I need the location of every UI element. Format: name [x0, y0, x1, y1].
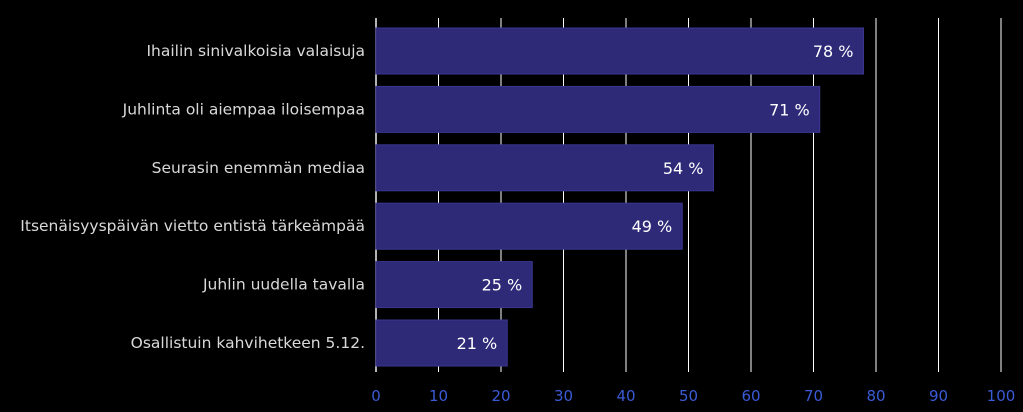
value-label-2: 71 % — [769, 100, 810, 119]
x-tick-label-50: 50 — [679, 387, 698, 405]
bar-3 — [375, 144, 714, 192]
category-label-1: Ihailin sinivalkoisia valaisuja — [146, 42, 365, 60]
value-labels: 78 % 71 % 54 % 49 % 25 % 21 % — [457, 42, 854, 353]
x-tick-label-40: 40 — [616, 387, 635, 405]
value-label-5: 25 % — [482, 276, 523, 295]
category-label-2: Juhlinta oli aiempaa iloisempaa — [122, 100, 365, 118]
grid-lines — [375, 18, 1002, 372]
bar-5 — [375, 261, 533, 309]
category-label-6: Osallistuin kahvihetkeen 5.12. — [131, 334, 365, 352]
x-tick-label-20: 20 — [491, 387, 510, 405]
category-label-4: Itsenäisyyspäivän vietto entistä tärkeäm… — [20, 217, 365, 235]
value-label-1: 78 % — [813, 42, 854, 61]
value-label-6: 21 % — [457, 334, 498, 353]
bar-2 — [375, 85, 821, 133]
value-label-4: 49 % — [632, 217, 673, 236]
x-tick-label-60: 60 — [741, 387, 760, 405]
x-tick-label-90: 90 — [929, 387, 948, 405]
x-tick-label-70: 70 — [804, 387, 823, 405]
bar-4 — [375, 202, 683, 250]
bar-1 — [375, 27, 864, 75]
x-tick-label-0: 0 — [371, 387, 381, 405]
category-labels: Ihailin sinivalkoisia valaisuja Juhlinta … — [20, 42, 365, 352]
x-tick-label-100: 100 — [987, 387, 1016, 405]
bar-6 — [375, 319, 508, 367]
x-tick-label-10: 10 — [429, 387, 448, 405]
x-tick-label-30: 30 — [554, 387, 573, 405]
x-tick-label-80: 80 — [866, 387, 885, 405]
x-axis-ticks: 0 10 20 30 40 50 60 70 80 90 100 — [371, 387, 1015, 405]
category-label-5: Juhlin uudella tavalla — [202, 276, 365, 294]
bars — [375, 27, 864, 367]
value-label-3: 54 % — [663, 159, 704, 178]
category-label-3: Seurasin enemmän mediaa — [152, 159, 365, 177]
